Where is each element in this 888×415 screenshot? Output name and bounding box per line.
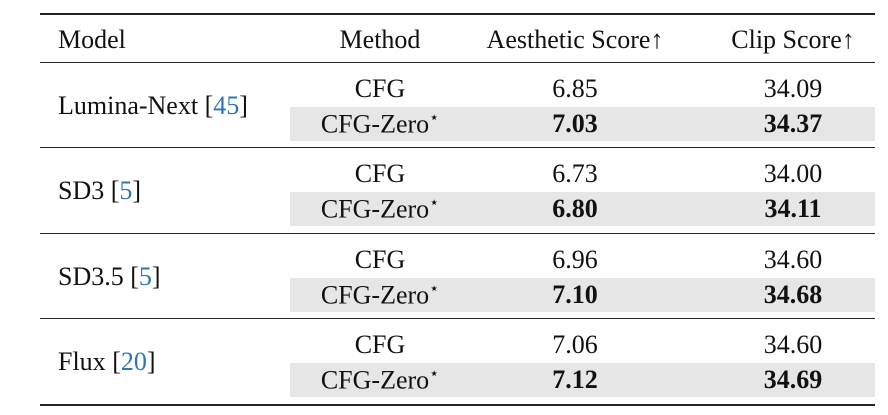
clip: 34.60 bbox=[763, 329, 823, 359]
header-cell: Model bbox=[58, 25, 126, 54]
clip: 34.00 bbox=[763, 159, 823, 189]
bracket: ] bbox=[132, 176, 142, 206]
superscript: ⋆ bbox=[429, 194, 440, 212]
method: CFG-Zero bbox=[320, 365, 430, 395]
bracket: [ bbox=[204, 91, 214, 120]
group-rule bbox=[40, 147, 875, 149]
bracket: ] bbox=[151, 261, 161, 291]
highlight-band bbox=[290, 192, 875, 227]
clip-cell: 34.09 bbox=[764, 76, 823, 102]
model-cell: SD3.5 [5] bbox=[58, 261, 161, 291]
clip-cell: 34.60 bbox=[763, 244, 823, 274]
aesthetic: 7.03 bbox=[552, 109, 598, 138]
aesthetic: 6.96 bbox=[552, 244, 598, 274]
group-rule bbox=[40, 232, 875, 234]
bracket: [ bbox=[112, 346, 121, 376]
model-name: SD3 bbox=[58, 176, 105, 206]
aesthetic: 6.85 bbox=[552, 74, 598, 103]
superscript: ⋆ bbox=[429, 365, 440, 383]
clip-cell: 34.11 bbox=[764, 196, 821, 222]
header-cell: Method bbox=[339, 25, 421, 54]
aesthetic-cell: 7.03 bbox=[552, 111, 598, 137]
method-cell: CFG-Zero⋆ bbox=[320, 194, 440, 224]
model-cell: SD3 [5] bbox=[58, 178, 141, 204]
aesthetic-cell: 6.96 bbox=[552, 244, 598, 274]
bracket: [ bbox=[110, 176, 120, 206]
highlight-band bbox=[290, 362, 875, 397]
superscript: ⋆ bbox=[429, 109, 440, 127]
clip: 34.09 bbox=[763, 74, 823, 103]
superscript: ⋆ bbox=[429, 280, 440, 298]
method-cell: CFG bbox=[354, 329, 406, 359]
model-name: Lumina-Next bbox=[58, 91, 199, 120]
bracket: ] bbox=[146, 346, 156, 376]
model-name: Flux bbox=[58, 346, 106, 376]
method-cell: CFG bbox=[355, 161, 406, 187]
top-rule bbox=[40, 13, 875, 15]
method: CFG bbox=[354, 159, 406, 189]
clip: 34.37 bbox=[763, 109, 823, 138]
aesthetic-cell: 6.80 bbox=[552, 196, 598, 222]
group-rule bbox=[40, 317, 875, 319]
citation: 5 bbox=[119, 176, 133, 206]
clip-cell: 34.37 bbox=[764, 111, 823, 137]
clip-cell: 34.00 bbox=[764, 161, 823, 187]
model-name: SD3.5 bbox=[58, 261, 124, 291]
aesthetic-cell: 7.10 bbox=[552, 279, 598, 309]
method-cell: CFG bbox=[355, 76, 406, 102]
method-cell: CFG bbox=[354, 244, 406, 274]
aesthetic-cell: 6.85 bbox=[552, 76, 598, 102]
method: CFG bbox=[354, 74, 406, 103]
model-cell: Lumina-Next [45] bbox=[58, 93, 248, 119]
citation: 20 bbox=[120, 346, 147, 376]
aesthetic: 7.10 bbox=[552, 279, 598, 309]
citation: 5 bbox=[138, 261, 152, 291]
aesthetic-cell: 7.12 bbox=[552, 364, 598, 394]
method: CFG-Zero bbox=[320, 194, 430, 224]
clip: 34.68 bbox=[763, 279, 823, 309]
aesthetic-cell: 7.06 bbox=[552, 329, 598, 359]
method: CFG bbox=[354, 244, 406, 274]
bracket: ] bbox=[239, 91, 248, 120]
aesthetic: 7.06 bbox=[552, 329, 598, 359]
header-cell: Clip Score↑ bbox=[731, 25, 855, 54]
bottom-rule bbox=[40, 404, 875, 406]
method: CFG-Zero bbox=[320, 109, 430, 139]
method: CFG bbox=[354, 329, 406, 359]
header-rule bbox=[40, 62, 875, 63]
aesthetic: 7.12 bbox=[552, 364, 598, 394]
method: CFG-Zero bbox=[320, 280, 430, 310]
clip: 34.11 bbox=[764, 194, 822, 224]
clip-cell: 34.68 bbox=[763, 279, 823, 309]
clip-cell: 34.60 bbox=[763, 329, 823, 359]
model-cell: Flux [20] bbox=[58, 346, 156, 376]
highlight-band bbox=[290, 107, 875, 141]
highlight-band bbox=[290, 277, 875, 312]
clip-cell: 34.69 bbox=[763, 364, 823, 394]
clip: 34.69 bbox=[763, 364, 823, 394]
header-cell: Aesthetic Score↑ bbox=[486, 25, 664, 54]
citation: 45 bbox=[213, 91, 240, 120]
method-cell: CFG-Zero⋆ bbox=[321, 281, 439, 308]
bracket: [ bbox=[130, 261, 139, 291]
aesthetic: 6.80 bbox=[552, 194, 598, 224]
aesthetic: 6.73 bbox=[552, 159, 598, 189]
method-cell: CFG-Zero⋆ bbox=[320, 109, 440, 139]
clip: 34.60 bbox=[763, 244, 823, 274]
aesthetic-cell: 6.73 bbox=[552, 161, 598, 187]
method-cell: CFG-Zero⋆ bbox=[321, 366, 439, 393]
